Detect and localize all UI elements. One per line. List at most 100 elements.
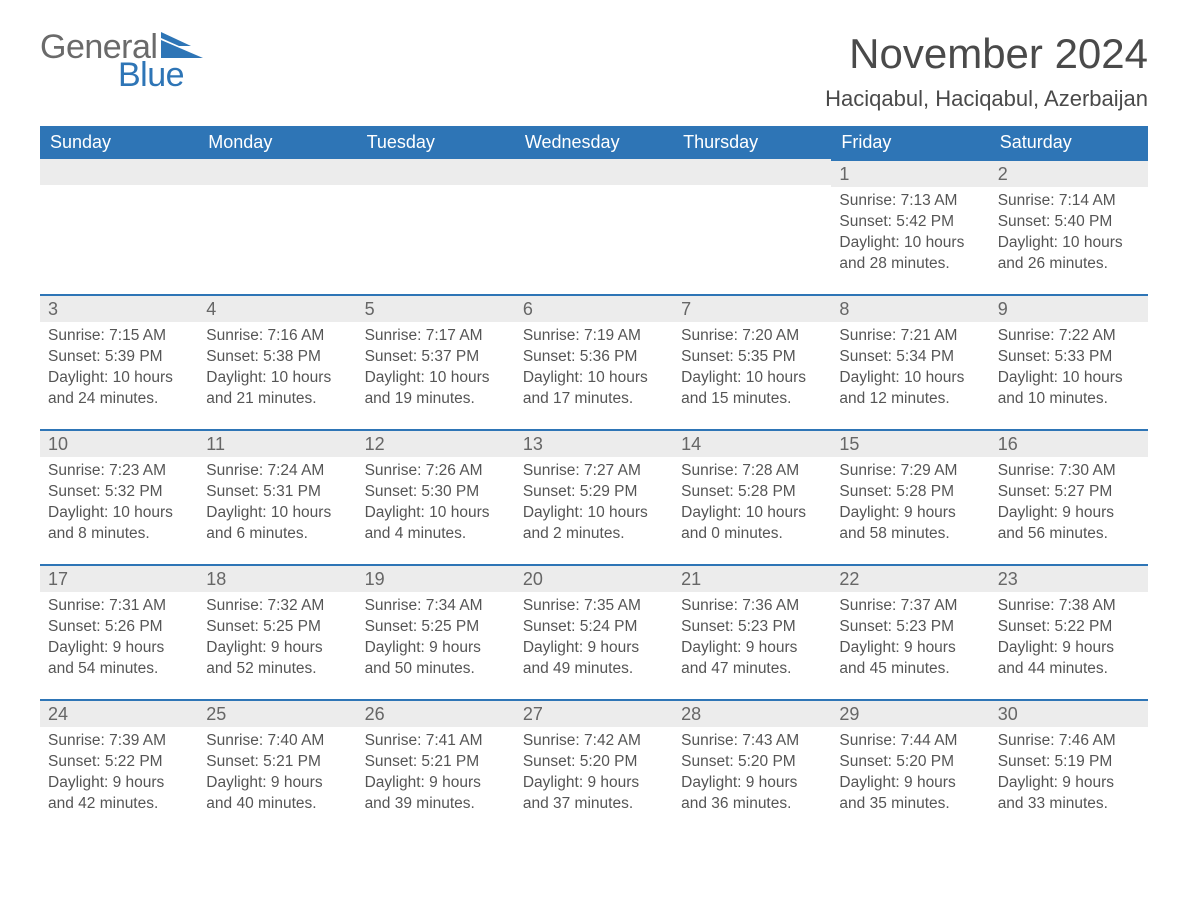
day-day2: and 36 minutes. [681, 794, 823, 815]
day-details: Sunrise: 7:24 AMSunset: 5:31 PMDaylight:… [198, 457, 356, 551]
day-sunset: Sunset: 5:31 PM [206, 482, 348, 503]
day-sunrise: Sunrise: 7:14 AM [998, 191, 1140, 212]
calendar-week-row: 10Sunrise: 7:23 AMSunset: 5:32 PMDayligh… [40, 429, 1148, 564]
empty-daybar [198, 159, 356, 185]
day-day1: Daylight: 10 hours [365, 503, 507, 524]
calendar-week-row: 17Sunrise: 7:31 AMSunset: 5:26 PMDayligh… [40, 564, 1148, 699]
day-details: Sunrise: 7:26 AMSunset: 5:30 PMDaylight:… [357, 457, 515, 551]
calendar-day-cell: 29Sunrise: 7:44 AMSunset: 5:20 PMDayligh… [831, 699, 989, 834]
day-number: 3 [40, 294, 198, 322]
day-number: 26 [357, 699, 515, 727]
day-number: 1 [831, 159, 989, 187]
day-details: Sunrise: 7:28 AMSunset: 5:28 PMDaylight:… [673, 457, 831, 551]
calendar-day-cell: 16Sunrise: 7:30 AMSunset: 5:27 PMDayligh… [990, 429, 1148, 564]
day-day1: Daylight: 9 hours [998, 503, 1140, 524]
day-sunset: Sunset: 5:38 PM [206, 347, 348, 368]
day-sunset: Sunset: 5:20 PM [681, 752, 823, 773]
day-day1: Daylight: 10 hours [839, 368, 981, 389]
day-day2: and 39 minutes. [365, 794, 507, 815]
day-details: Sunrise: 7:15 AMSunset: 5:39 PMDaylight:… [40, 322, 198, 416]
calendar-day-cell: 20Sunrise: 7:35 AMSunset: 5:24 PMDayligh… [515, 564, 673, 699]
day-sunset: Sunset: 5:19 PM [998, 752, 1140, 773]
weekday-header: Sunday [40, 126, 198, 159]
day-sunset: Sunset: 5:35 PM [681, 347, 823, 368]
day-day2: and 17 minutes. [523, 389, 665, 410]
day-day1: Daylight: 9 hours [48, 773, 190, 794]
day-number: 30 [990, 699, 1148, 727]
day-sunset: Sunset: 5:24 PM [523, 617, 665, 638]
day-sunset: Sunset: 5:30 PM [365, 482, 507, 503]
day-sunrise: Sunrise: 7:27 AM [523, 461, 665, 482]
day-sunset: Sunset: 5:37 PM [365, 347, 507, 368]
day-sunset: Sunset: 5:28 PM [839, 482, 981, 503]
day-day1: Daylight: 10 hours [48, 368, 190, 389]
day-sunrise: Sunrise: 7:24 AM [206, 461, 348, 482]
day-details: Sunrise: 7:19 AMSunset: 5:36 PMDaylight:… [515, 322, 673, 416]
day-sunset: Sunset: 5:32 PM [48, 482, 190, 503]
day-details: Sunrise: 7:38 AMSunset: 5:22 PMDaylight:… [990, 592, 1148, 686]
day-details: Sunrise: 7:41 AMSunset: 5:21 PMDaylight:… [357, 727, 515, 821]
day-sunset: Sunset: 5:20 PM [523, 752, 665, 773]
day-day1: Daylight: 9 hours [365, 773, 507, 794]
calendar-week-row: 3Sunrise: 7:15 AMSunset: 5:39 PMDaylight… [40, 294, 1148, 429]
day-sunrise: Sunrise: 7:44 AM [839, 731, 981, 752]
calendar-day-cell: 12Sunrise: 7:26 AMSunset: 5:30 PMDayligh… [357, 429, 515, 564]
day-day2: and 21 minutes. [206, 389, 348, 410]
day-day1: Daylight: 9 hours [206, 773, 348, 794]
day-sunrise: Sunrise: 7:21 AM [839, 326, 981, 347]
day-day2: and 8 minutes. [48, 524, 190, 545]
calendar-day-cell: 22Sunrise: 7:37 AMSunset: 5:23 PMDayligh… [831, 564, 989, 699]
day-number: 9 [990, 294, 1148, 322]
day-details: Sunrise: 7:46 AMSunset: 5:19 PMDaylight:… [990, 727, 1148, 821]
day-details: Sunrise: 7:30 AMSunset: 5:27 PMDaylight:… [990, 457, 1148, 551]
calendar-day-cell: 10Sunrise: 7:23 AMSunset: 5:32 PMDayligh… [40, 429, 198, 564]
day-day1: Daylight: 10 hours [48, 503, 190, 524]
day-sunrise: Sunrise: 7:19 AM [523, 326, 665, 347]
day-number: 11 [198, 429, 356, 457]
calendar-day-cell: 13Sunrise: 7:27 AMSunset: 5:29 PMDayligh… [515, 429, 673, 564]
day-sunset: Sunset: 5:29 PM [523, 482, 665, 503]
day-day1: Daylight: 10 hours [839, 233, 981, 254]
day-details: Sunrise: 7:40 AMSunset: 5:21 PMDaylight:… [198, 727, 356, 821]
day-sunrise: Sunrise: 7:32 AM [206, 596, 348, 617]
day-day2: and 6 minutes. [206, 524, 348, 545]
empty-daybar [357, 159, 515, 185]
day-day2: and 28 minutes. [839, 254, 981, 275]
calendar-empty-cell [357, 159, 515, 294]
day-day1: Daylight: 9 hours [681, 638, 823, 659]
day-sunrise: Sunrise: 7:34 AM [365, 596, 507, 617]
day-day1: Daylight: 9 hours [998, 638, 1140, 659]
calendar-day-cell: 11Sunrise: 7:24 AMSunset: 5:31 PMDayligh… [198, 429, 356, 564]
day-day2: and 37 minutes. [523, 794, 665, 815]
day-details: Sunrise: 7:14 AMSunset: 5:40 PMDaylight:… [990, 187, 1148, 281]
calendar-day-cell: 17Sunrise: 7:31 AMSunset: 5:26 PMDayligh… [40, 564, 198, 699]
day-day2: and 24 minutes. [48, 389, 190, 410]
day-sunrise: Sunrise: 7:35 AM [523, 596, 665, 617]
day-sunset: Sunset: 5:21 PM [206, 752, 348, 773]
day-details: Sunrise: 7:35 AMSunset: 5:24 PMDaylight:… [515, 592, 673, 686]
day-sunset: Sunset: 5:40 PM [998, 212, 1140, 233]
calendar-empty-cell [198, 159, 356, 294]
day-number: 27 [515, 699, 673, 727]
day-day2: and 50 minutes. [365, 659, 507, 680]
day-sunset: Sunset: 5:25 PM [365, 617, 507, 638]
day-day2: and 56 minutes. [998, 524, 1140, 545]
day-sunset: Sunset: 5:34 PM [839, 347, 981, 368]
day-sunset: Sunset: 5:23 PM [839, 617, 981, 638]
title-block: November 2024 Haciqabul, Haciqabul, Azer… [825, 30, 1148, 112]
calendar-day-cell: 26Sunrise: 7:41 AMSunset: 5:21 PMDayligh… [357, 699, 515, 834]
weekday-header: Tuesday [357, 126, 515, 159]
day-number: 24 [40, 699, 198, 727]
day-day2: and 26 minutes. [998, 254, 1140, 275]
day-details: Sunrise: 7:43 AMSunset: 5:20 PMDaylight:… [673, 727, 831, 821]
calendar-day-cell: 14Sunrise: 7:28 AMSunset: 5:28 PMDayligh… [673, 429, 831, 564]
day-day2: and 52 minutes. [206, 659, 348, 680]
day-sunrise: Sunrise: 7:46 AM [998, 731, 1140, 752]
day-number: 18 [198, 564, 356, 592]
day-number: 4 [198, 294, 356, 322]
day-sunset: Sunset: 5:26 PM [48, 617, 190, 638]
day-day2: and 40 minutes. [206, 794, 348, 815]
day-sunset: Sunset: 5:22 PM [998, 617, 1140, 638]
calendar-empty-cell [515, 159, 673, 294]
calendar-day-cell: 3Sunrise: 7:15 AMSunset: 5:39 PMDaylight… [40, 294, 198, 429]
